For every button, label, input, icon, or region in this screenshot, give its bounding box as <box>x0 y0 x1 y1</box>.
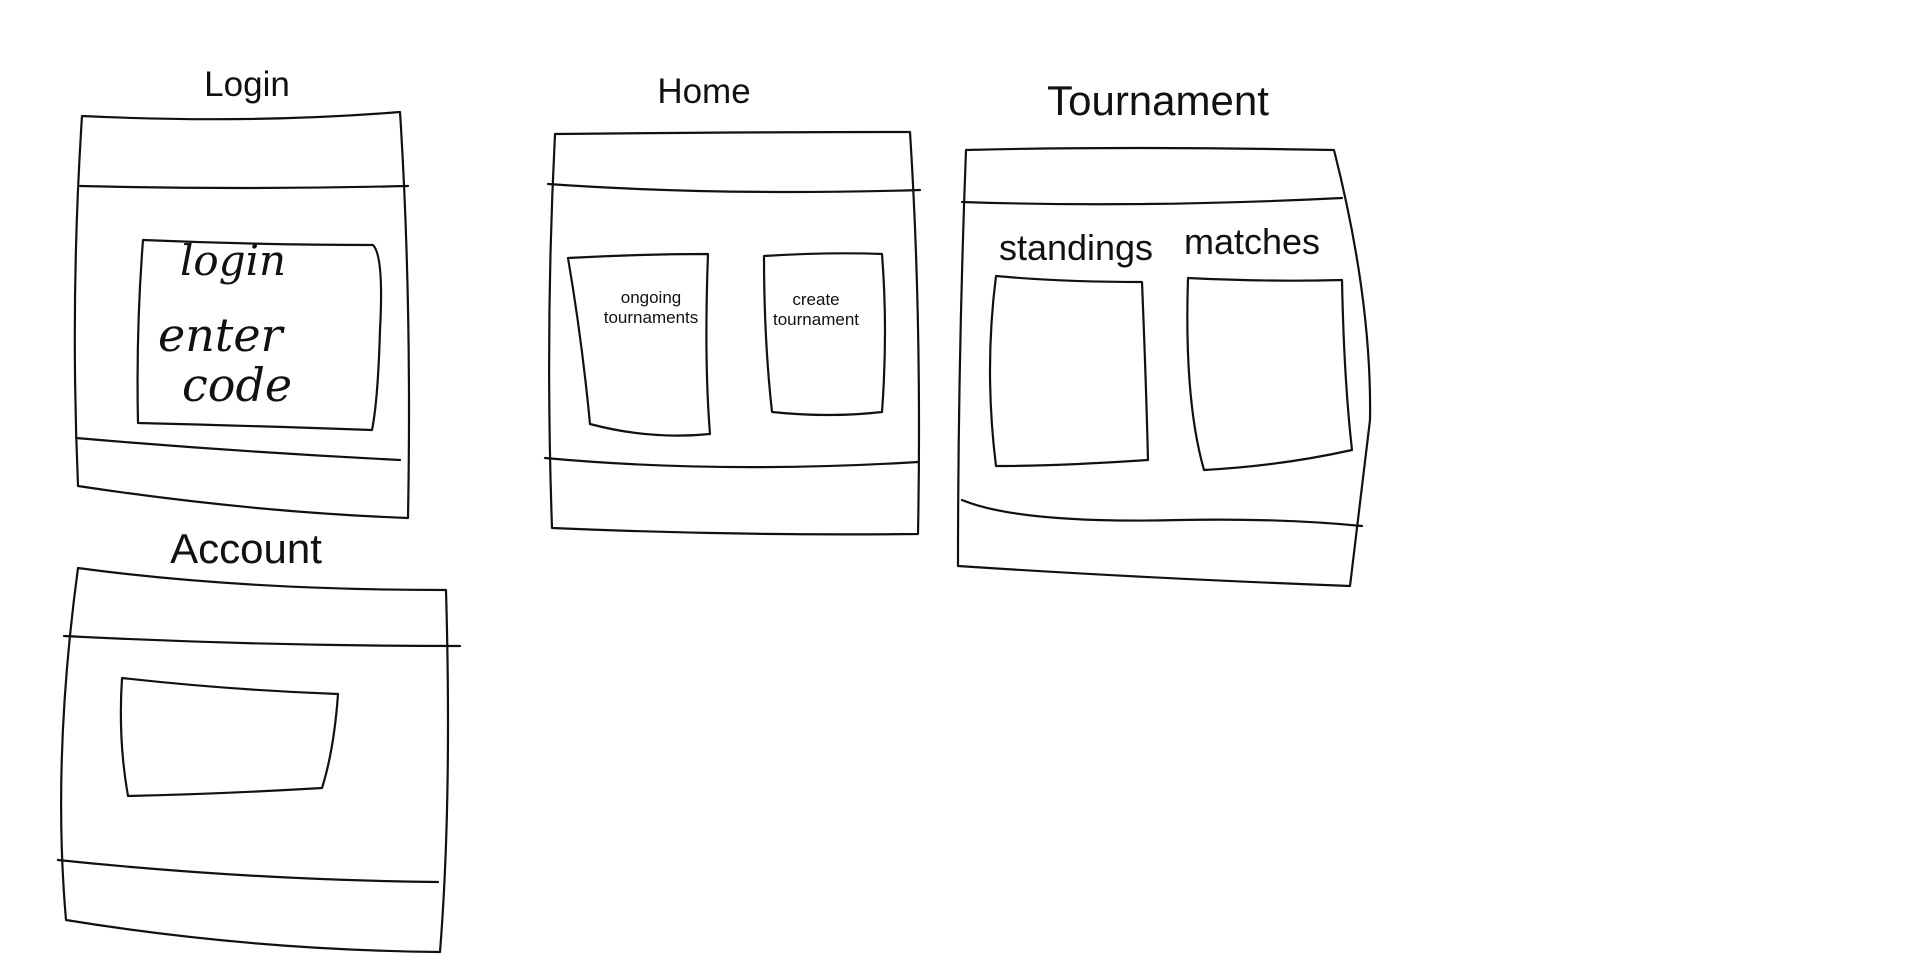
tournament-screen-frame <box>956 146 1372 588</box>
account-card <box>119 676 340 798</box>
account-header-divider <box>62 634 462 648</box>
login-card-text-code: code <box>182 358 293 412</box>
home-ongoing-card <box>566 252 712 437</box>
tournament-header-divider <box>960 196 1344 206</box>
tournament-footer-divider <box>960 498 1364 528</box>
tournament-matches-heading: matches <box>1183 221 1321 262</box>
tournament-standings-panel <box>988 274 1150 468</box>
login-header-divider <box>78 184 410 190</box>
home-ongoing-tournaments-label: ongoing tournaments <box>603 288 699 327</box>
home-screen-title: Home <box>657 72 751 111</box>
login-screen-title: Login <box>204 65 290 104</box>
account-footer-divider <box>56 858 440 884</box>
account-screen-frame <box>56 566 462 954</box>
account-screen-title: Account <box>170 525 322 572</box>
home-header-divider <box>546 182 922 194</box>
tournament-screen-title: Tournament <box>1047 77 1269 124</box>
login-card-text-enter: enter <box>158 308 283 362</box>
login-card <box>136 238 383 432</box>
login-card-text-login: login <box>180 236 287 285</box>
tournament-standings-heading: standings <box>998 227 1154 268</box>
login-footer-divider <box>74 436 402 462</box>
home-create-card <box>762 252 887 417</box>
login-screen-frame <box>73 110 411 520</box>
home-screen-frame <box>543 130 922 536</box>
home-create-tournament-label: create tournament <box>773 290 859 329</box>
home-footer-divider <box>543 456 920 469</box>
tournament-matches-panel <box>1186 276 1354 472</box>
